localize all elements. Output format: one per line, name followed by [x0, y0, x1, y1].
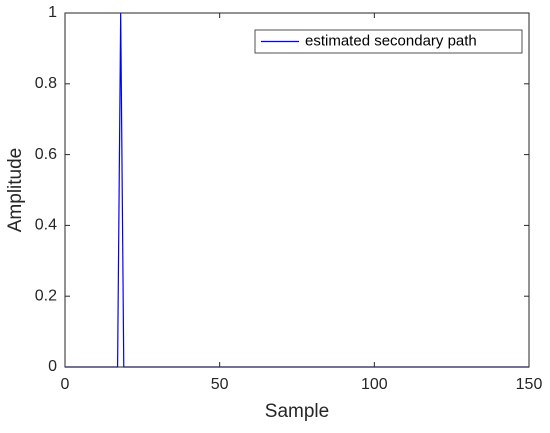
y-tick-label: 1	[48, 4, 57, 21]
x-axis-label: Sample	[265, 401, 329, 422]
legend-box	[254, 29, 523, 54]
x-tick-label: 150	[516, 376, 543, 393]
x-tick-label: 0	[61, 376, 70, 393]
y-tick-label: 0.6	[35, 146, 57, 163]
x-tick-label: 100	[361, 376, 388, 393]
y-tick-label: 0.8	[35, 75, 57, 92]
y-tick-label: 0	[48, 358, 57, 375]
y-axis-label: Amplitude	[5, 148, 26, 233]
legend-label: estimated secondary path	[305, 32, 477, 49]
y-tick-label: 0.4	[35, 217, 57, 234]
data-line	[65, 12, 529, 368]
x-tick-label: 50	[211, 376, 229, 393]
plot-frame	[64, 12, 530, 368]
y-tick-label: 0.2	[35, 287, 57, 304]
